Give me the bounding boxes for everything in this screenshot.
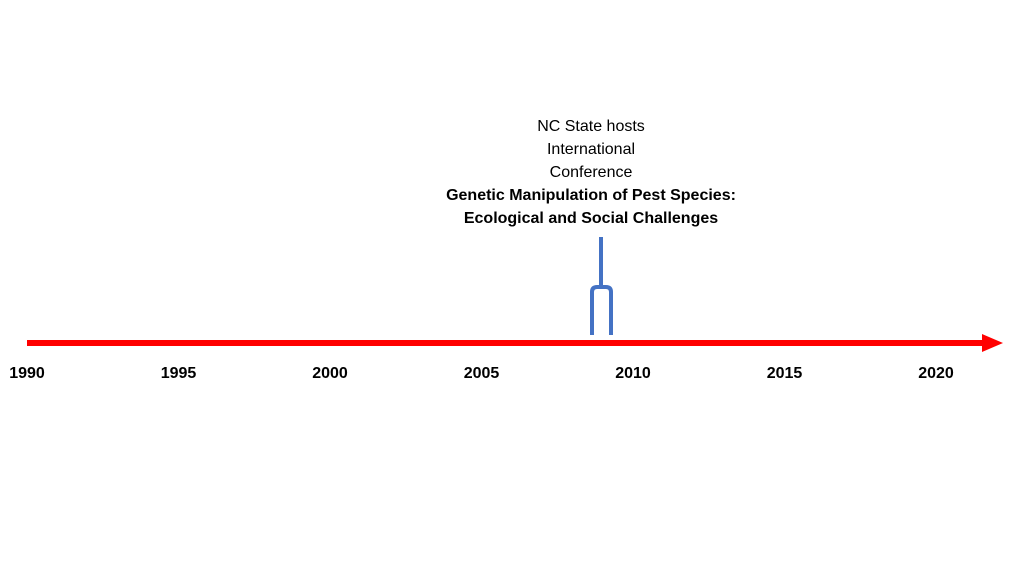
year-label: 1990 (9, 365, 45, 382)
event-line: Conference (550, 164, 633, 181)
year-label: 2000 (312, 365, 348, 382)
event-text: NC State hosts International Conference Gen… (446, 118, 736, 227)
event-line: NC State hosts (537, 118, 645, 135)
event-title-line: Ecological and Social Challenges (464, 210, 718, 227)
event-line: International (547, 141, 635, 158)
event-bracket (590, 237, 613, 335)
year-label: 2020 (918, 365, 954, 382)
timeline-arrowhead (982, 334, 1003, 352)
event-title-line: Genetic Manipulation of Pest Species: (446, 187, 736, 204)
year-label: 2010 (615, 365, 651, 382)
year-labels: 1990 1995 2000 2005 2010 2015 2020 (9, 365, 954, 382)
year-label: 1995 (161, 365, 197, 382)
year-label: 2015 (767, 365, 803, 382)
year-label: 2005 (464, 365, 500, 382)
